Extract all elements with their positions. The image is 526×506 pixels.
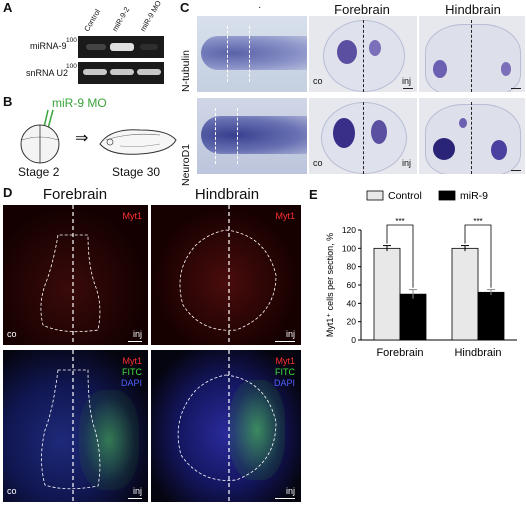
ladder-marker-1: 100 [66, 37, 77, 44]
gel-band [140, 44, 158, 50]
bar [451, 247, 479, 341]
gel-image-mirna9 [78, 36, 164, 58]
corner-label-inj: inj [285, 486, 295, 496]
channel-label-myt1: Myt1 [122, 356, 142, 366]
channel-label-fitc: FITC [275, 367, 295, 377]
legend-label: miR-9 [460, 190, 488, 202]
section-image-forebrain-n-tubulin: co inj [309, 16, 417, 92]
bar [373, 247, 401, 341]
channel-label-myt1: Myt1 [275, 211, 295, 221]
significance-bracket [464, 224, 492, 288]
panel-b-label: B [3, 94, 13, 109]
corner-label-co: co [313, 158, 323, 168]
scale-bar [275, 340, 295, 342]
gel-band [86, 44, 106, 50]
whole-embryo-image-n-tubulin [197, 16, 307, 92]
y-tick-label: 120 [342, 225, 356, 235]
corner-label-inj: inj [401, 158, 411, 168]
mo-injection-label: miR-9 MO [52, 96, 107, 110]
channel-label-fitc: FITC [122, 367, 142, 377]
scale-bar [511, 87, 521, 89]
ladder-marker-2: 100 [66, 63, 77, 70]
fluorescence-image-hindbrain-myt1: Myt1 inj [151, 205, 301, 345]
significance-label: *** [395, 217, 404, 226]
y-tick-label: 0 [351, 335, 356, 345]
corner-label-inj: inj [401, 76, 411, 86]
row-label-n-tubulin: N-tubulin [180, 49, 192, 92]
bar [399, 293, 427, 341]
panel-c-label: C [180, 0, 190, 15]
lane-label-mir9-mo: miR-9 MO [138, 0, 164, 33]
embryo-diagram [20, 109, 177, 164]
y-tick-label: 80 [347, 262, 357, 272]
y-tick-label: 40 [347, 298, 357, 308]
fluorescence-image-hindbrain-merged: Myt1 FITC DAPI inj [151, 350, 301, 502]
corner-label-co: co [7, 486, 17, 496]
channel-label-dapi: DAPI [273, 378, 295, 388]
fluorescence-image-forebrain-myt1: Myt1 co inj [3, 205, 148, 345]
gel-row-label-snrna-u2: snRNA U2 [26, 68, 69, 78]
gel-row-label-mirna9: miRNA-9 [30, 41, 67, 51]
col-header-hindbrain-d: Hindbrain [194, 186, 260, 203]
scale-bar [275, 497, 295, 499]
gel-band [110, 43, 134, 51]
x-category-label: Forebrain [376, 347, 423, 359]
lane-label-mir9-2: miR-9-2 [110, 5, 132, 34]
channel-label-myt1: Myt1 [275, 356, 295, 366]
legend-swatch [438, 190, 456, 201]
bar [477, 291, 505, 341]
arrow-glyph: ⇒ [75, 130, 89, 147]
y-tick-label: 60 [347, 280, 357, 290]
y-tick-label: 20 [347, 317, 357, 327]
gel-band [137, 69, 161, 75]
significance-bracket [386, 224, 414, 288]
col-header-hindbrain: Hindbrain [445, 2, 501, 17]
lane-label-control: Control [82, 7, 103, 33]
channel-label-dapi: DAPI [120, 378, 142, 388]
section-image-hindbrain-neurod1 [419, 98, 525, 174]
scale-bar [511, 169, 521, 171]
bar-chart: 0 20 40 60 80 100 120 Myt1⁺ cells per section, … [325, 190, 517, 359]
col-header-forebrain: Forebrain [334, 2, 390, 17]
scale-bar [403, 87, 413, 89]
significance-label: *** [473, 217, 482, 226]
gel-band [110, 69, 134, 75]
gel-image-snrna-u2 [78, 62, 164, 84]
section-image-hindbrain-n-tubulin [419, 16, 525, 92]
legend-label: Control [388, 190, 422, 202]
panel-a-label: A [3, 0, 13, 15]
panel-d-label: D [3, 185, 13, 200]
scale-bar [128, 497, 142, 499]
channel-label-myt1: Myt1 [122, 211, 142, 221]
scale-bar [128, 340, 142, 342]
panel-e-label: E [309, 187, 318, 202]
row-label-neurod1: NeuroD1 [180, 143, 192, 186]
stage-30-label: Stage 30 [112, 165, 161, 179]
whole-embryo-image-neurod1 [197, 98, 307, 174]
corner-label-co: co [7, 329, 17, 339]
y-tick-label: 100 [342, 243, 356, 253]
col-header-forebrain-d: Forebrain [42, 186, 108, 203]
fluorescence-image-forebrain-merged: Myt1 FITC DAPI co inj [3, 350, 148, 502]
corner-label-inj: inj [132, 486, 142, 496]
gel-band [83, 69, 107, 75]
legend-swatch [366, 190, 384, 201]
dot-mark: · [258, 2, 262, 13]
corner-label-inj: inj [132, 329, 142, 339]
y-axis-label: Myt1⁺ cells per section, % [325, 233, 335, 337]
corner-label-inj: inj [285, 329, 295, 339]
section-image-forebrain-neurod1: co inj [309, 98, 417, 174]
stage-2-label: Stage 2 [18, 165, 60, 179]
x-category-label: Hindbrain [454, 347, 501, 359]
corner-label-co: co [313, 76, 323, 86]
